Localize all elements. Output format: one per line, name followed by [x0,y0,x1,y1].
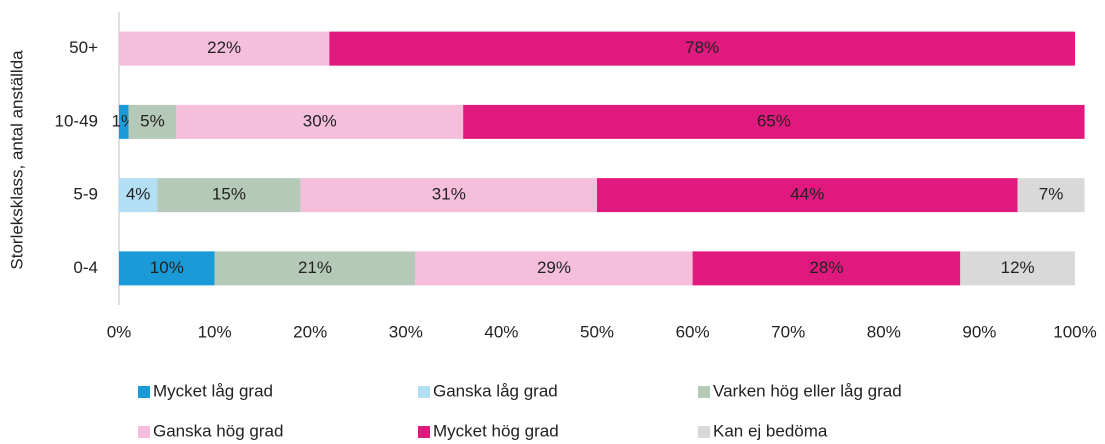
x-tick-label: 0% [107,322,132,341]
bar-segment [214,251,416,286]
legend-label: Mycket låg grad [153,381,273,400]
x-tick-label: 60% [676,322,710,341]
y-axis-label: Storleksklass, antal anställda [7,50,26,270]
bar-segment [128,104,177,139]
legend-label: Varken hög eller låg grad [713,381,902,400]
legend-label: Ganska hög grad [153,421,283,440]
bar-segment [119,104,129,139]
legend-swatch [418,426,430,438]
bar-segment [119,178,158,213]
y-tick-label: 5-9 [73,185,98,204]
bar-segment [157,178,301,213]
bar-segment [300,178,597,213]
x-tick-label: 40% [484,322,518,341]
y-tick-label: 10-49 [55,111,98,130]
x-tick-label: 30% [389,322,423,341]
bar-segment [329,31,1075,66]
value-label: 78% [685,38,719,57]
value-label: 12% [1001,258,1035,277]
x-tick-label: 90% [962,322,996,341]
x-tick-label: 80% [867,322,901,341]
x-tick-label: 10% [198,322,232,341]
legend-swatch [698,426,710,438]
bar-segment [692,251,961,286]
value-label: 21% [298,258,332,277]
value-label: 28% [809,258,843,277]
bar-segment [1017,178,1085,213]
bar-segment [119,31,330,66]
value-label: 10% [150,258,184,277]
value-label: 65% [757,111,791,130]
y-tick-label: 0-4 [73,258,98,277]
y-tick-label: 50+ [69,38,98,57]
x-tick-label: 50% [580,322,614,341]
value-label: 31% [432,185,466,204]
value-label: 22% [207,38,241,57]
bar-segment [415,251,693,286]
x-tick-label: 70% [771,322,805,341]
bar-segment [960,251,1075,286]
bar-segment [119,251,215,286]
legend-label: Kan ej bedöma [713,421,828,440]
x-tick-label: 100% [1053,322,1096,341]
legend-swatch [138,386,150,398]
legend-swatch [698,386,710,398]
bar-segment [597,178,1018,213]
value-label: 15% [212,185,246,204]
value-label: 44% [790,185,824,204]
value-label: 30% [303,111,337,130]
bar-segment [463,104,1085,139]
value-label: 29% [537,258,571,277]
legend-label: Mycket hög grad [433,421,559,440]
x-tick-label: 20% [293,322,327,341]
legend-label: Ganska låg grad [433,381,558,400]
value-label: 5% [140,111,165,130]
bar-segment [176,104,464,139]
legend-swatch [418,386,430,398]
value-label: 7% [1039,185,1064,204]
value-label: 4% [126,185,151,204]
legend-swatch [138,426,150,438]
